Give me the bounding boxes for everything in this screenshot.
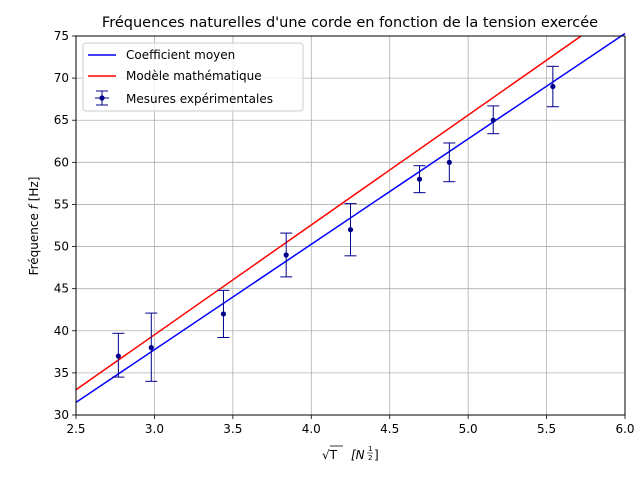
- data-marker: [283, 252, 289, 258]
- x-tick-label: 4.5: [380, 422, 399, 436]
- x-axis-unit: [N: [351, 448, 365, 462]
- y-tick-label: 55: [54, 197, 69, 211]
- x-tick-label: 2.5: [66, 422, 85, 436]
- legend-box: [82, 42, 304, 112]
- plot-frame: [75, 35, 626, 416]
- x-tick-label: 4.0: [302, 422, 321, 436]
- data-point: [546, 65, 559, 108]
- x-axis-label: √T [N 1 2 ]: [322, 445, 379, 462]
- x-ticks: 2.5 3.0 3.5 4.0 4.5 5.0 5.5 6.0: [66, 415, 635, 436]
- data-marker: [115, 353, 121, 359]
- legend-label-coefficient-moyen: Coefficient moyen: [126, 48, 235, 62]
- y-axis-label: Fréquence f [Hz]: [27, 177, 41, 276]
- x-tick-label: 5.5: [537, 422, 556, 436]
- x-tick-label: 3.0: [145, 422, 164, 436]
- data-marker: [550, 83, 556, 90]
- data-marker: [416, 176, 423, 182]
- data-point: [344, 203, 357, 257]
- data-marker: [446, 159, 452, 165]
- data-marker: [148, 345, 154, 351]
- errorbars: [112, 65, 559, 382]
- y-tick-label: 30: [54, 408, 69, 422]
- x-tick-label: 3.5: [223, 422, 242, 436]
- data-point: [280, 232, 293, 278]
- y-tick-label: 70: [54, 71, 69, 85]
- series-line-1: [75, 35, 582, 391]
- x-axis-symbol: √T: [322, 448, 338, 462]
- data-marker: [220, 311, 227, 317]
- y-ticks: 30 35 40 45 50 55 60 65 70 75: [54, 29, 76, 422]
- legend-label-modele-mathematique: Modèle mathématique: [126, 69, 262, 83]
- y-tick-label: 60: [54, 155, 69, 169]
- legend: Coefficient moyen Modèle mathématique Me…: [82, 42, 304, 112]
- data-point: [487, 105, 500, 135]
- x-axis-unit-close: ]: [374, 448, 379, 462]
- legend-label-mesures: Mesures expérimentales: [126, 92, 273, 106]
- y-tick-label: 45: [54, 282, 69, 296]
- data-point: [112, 332, 125, 378]
- y-tick-label: 40: [54, 324, 69, 338]
- x-tick-label: 6.0: [615, 422, 634, 436]
- data-marker: [347, 227, 354, 233]
- chart-title: Fréquences naturelles d'une corde en fon…: [102, 15, 598, 31]
- y-tick-label: 50: [54, 240, 69, 254]
- x-axis-exp-num: 1: [368, 445, 372, 453]
- data-point: [413, 165, 426, 194]
- y-tick-label: 65: [54, 113, 69, 127]
- x-tick-label: 5.0: [459, 422, 478, 436]
- legend-swatch-mesures: [95, 90, 109, 106]
- y-tick-label: 35: [54, 366, 69, 380]
- data-point: [145, 312, 158, 382]
- x-axis-exp-den: 2: [368, 454, 372, 462]
- data-marker: [490, 117, 496, 123]
- y-tick-label: 75: [54, 29, 69, 43]
- data-point: [443, 142, 456, 183]
- data-point: [217, 289, 230, 339]
